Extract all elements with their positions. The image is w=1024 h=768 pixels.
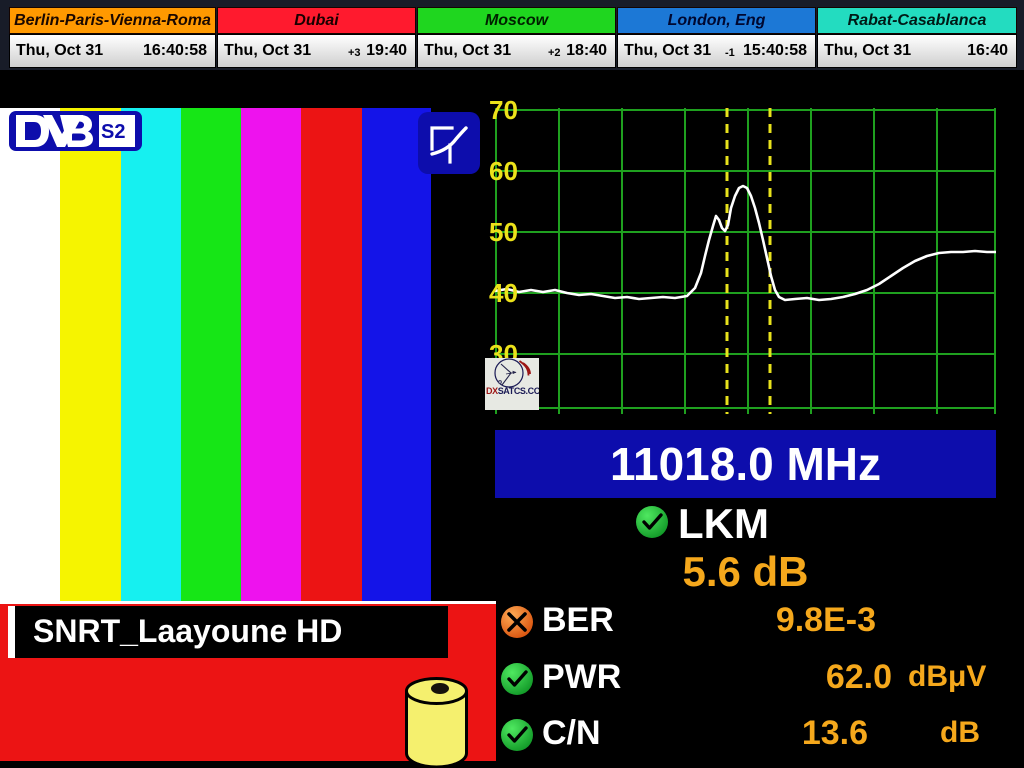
svg-text:S2: S2 [101, 121, 125, 143]
